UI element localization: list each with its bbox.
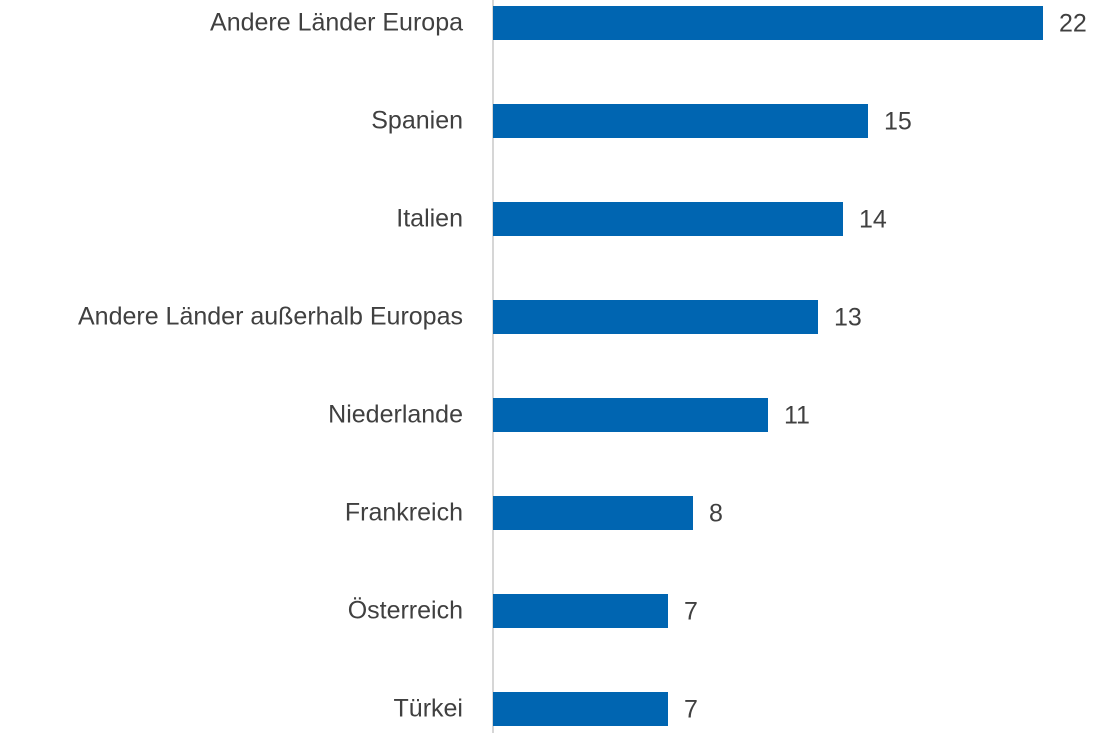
category-label: Österreich <box>348 597 463 625</box>
value-label: 22 <box>1059 10 1087 38</box>
category-label: Türkei <box>394 695 463 723</box>
category-label: Andere Länder Europa <box>210 9 463 37</box>
bar <box>493 300 818 334</box>
category-label: Spanien <box>371 107 463 135</box>
bar <box>493 496 693 530</box>
value-label: 7 <box>684 598 698 626</box>
category-label: Andere Länder außerhalb Europas <box>78 303 463 331</box>
value-label: 7 <box>684 696 698 724</box>
bar <box>493 6 1043 40</box>
bar <box>493 398 768 432</box>
value-label: 8 <box>709 500 723 528</box>
bar <box>493 594 668 628</box>
value-label: 15 <box>884 108 912 136</box>
category-label: Italien <box>396 205 463 233</box>
bar <box>493 692 668 726</box>
category-label: Frankreich <box>345 499 463 527</box>
value-label: 11 <box>784 402 810 430</box>
bar <box>493 202 843 236</box>
value-label: 13 <box>834 304 862 332</box>
category-label: Niederlande <box>328 401 463 429</box>
value-label: 14 <box>859 206 887 234</box>
bar <box>493 104 868 138</box>
